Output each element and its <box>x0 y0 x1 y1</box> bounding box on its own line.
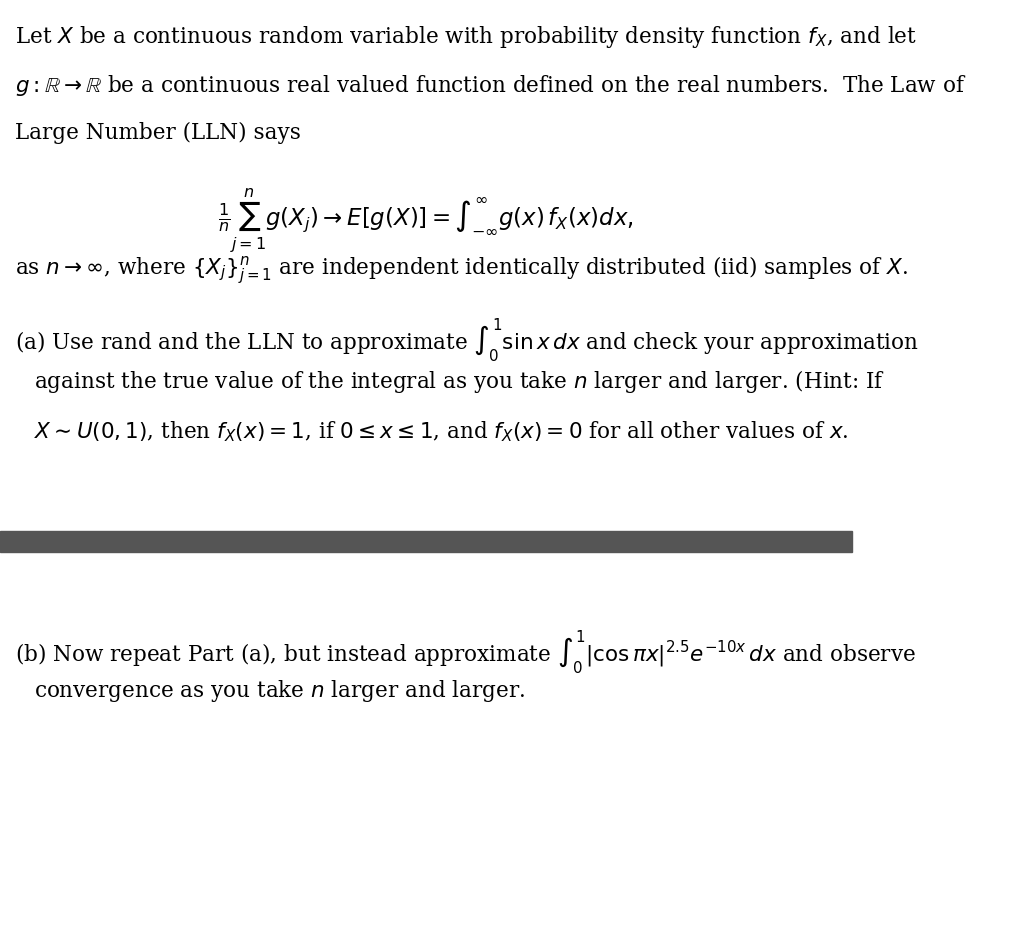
Text: against the true value of the integral as you take $n$ larger and larger. (Hint:: against the true value of the integral a… <box>34 367 886 395</box>
Text: (b) Now repeat Part (a), but instead approximate $\int_0^{1}|\cos \pi x|^{2.5} e: (b) Now repeat Part (a), but instead app… <box>15 628 916 676</box>
Text: $g: \mathbb{R} \rightarrow \mathbb{R}$ be a continuous real valued function defi: $g: \mathbb{R} \rightarrow \mathbb{R}$ b… <box>15 73 967 97</box>
FancyBboxPatch shape <box>0 531 852 552</box>
Text: Large Number (LLN) says: Large Number (LLN) says <box>15 122 301 143</box>
Text: (a) Use rand and the LLN to approximate $\int_0^{1} \sin x\, dx$ and check your : (a) Use rand and the LLN to approximate … <box>15 315 920 363</box>
Text: $X\sim U(0,1)$, then $f_X(x) = 1$, if $0 \leq x \leq 1$, and $f_X(x) = 0$ for al: $X\sim U(0,1)$, then $f_X(x) = 1$, if $0… <box>34 419 849 444</box>
Text: as $n \rightarrow \infty$, where $\{X_j\}_{j=1}^{n}$ are independent identically: as $n \rightarrow \infty$, where $\{X_j\… <box>15 254 908 285</box>
Text: convergence as you take $n$ larger and larger.: convergence as you take $n$ larger and l… <box>34 677 525 703</box>
Text: Let $X$ be a continuous random variable with probability density function $f_X$,: Let $X$ be a continuous random variable … <box>15 24 918 50</box>
Text: $\frac{1}{n}\sum_{j=1}^{n} g(X_j) \rightarrow E[g(X)] = \int_{-\infty}^{\infty} : $\frac{1}{n}\sum_{j=1}^{n} g(X_j) \right… <box>218 186 634 253</box>
